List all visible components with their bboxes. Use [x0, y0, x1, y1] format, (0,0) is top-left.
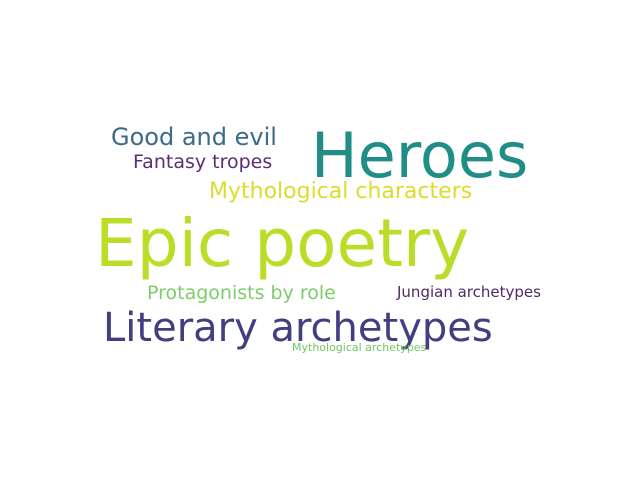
word-jungian-archetypes: Jungian archetypes	[397, 283, 541, 301]
word-protagonists-by-role: Protagonists by role	[147, 282, 336, 304]
word-mythological-archetypes: Mythological archetypes	[292, 341, 427, 354]
word-good-and-evil: Good and evil	[111, 123, 277, 151]
word-literary-archetypes: Literary archetypes	[103, 305, 493, 351]
word-fantasy-tropes: Fantasy tropes	[133, 151, 273, 173]
word-mythological-characters: Mythological characters	[209, 179, 473, 204]
word-heroes: Heroes	[311, 119, 529, 192]
word-epic-poetry: Epic poetry	[95, 205, 470, 282]
